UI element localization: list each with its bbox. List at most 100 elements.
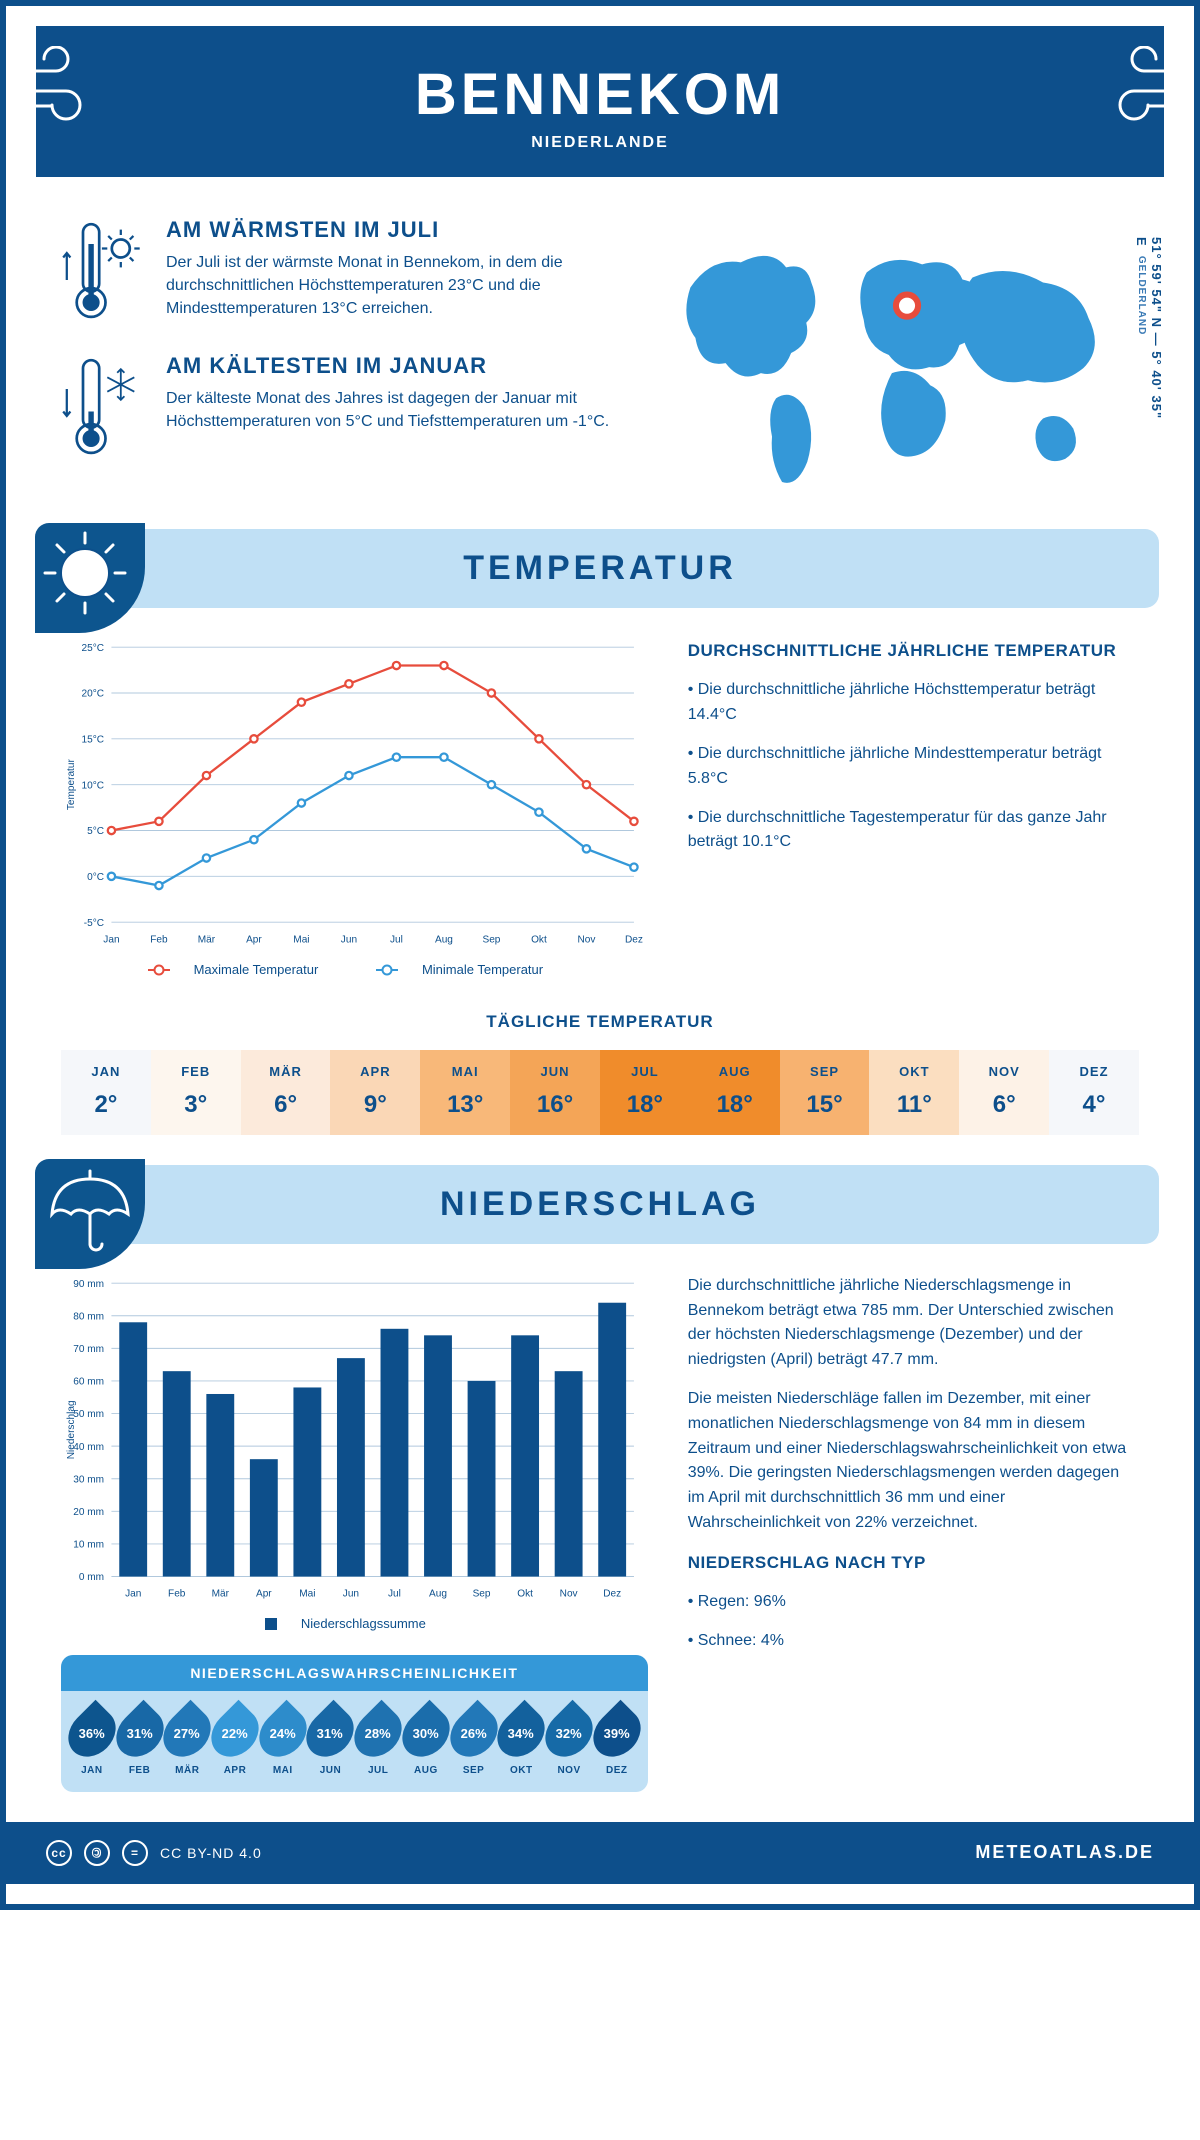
precip-drop: 22%APR	[212, 1707, 258, 1776]
svg-text:Temperatur: Temperatur	[66, 759, 77, 811]
by-icon: 🄯	[84, 1840, 110, 1866]
footer: cc 🄯 = CC BY-ND 4.0 METEOATLAS.DE	[6, 1822, 1194, 1884]
temp-cell: SEP15°	[780, 1050, 870, 1135]
svg-text:-5°C: -5°C	[84, 918, 104, 929]
page-subtitle: NIEDERLANDE	[56, 134, 1144, 152]
svg-text:Nov: Nov	[577, 934, 595, 945]
precip-drop: 27%MÄR	[164, 1707, 210, 1776]
svg-text:Jul: Jul	[390, 934, 403, 945]
svg-text:Apr: Apr	[256, 1588, 272, 1599]
precip-drop: 34%OKT	[498, 1707, 544, 1776]
svg-text:60 mm: 60 mm	[73, 1376, 104, 1387]
svg-text:80 mm: 80 mm	[73, 1311, 104, 1322]
svg-text:5°C: 5°C	[87, 826, 104, 837]
svg-text:Feb: Feb	[150, 934, 168, 945]
temp-stat-bullet: • Die durchschnittliche Tagestemperatur …	[688, 806, 1139, 856]
section-header-precip: NIEDERSCHLAG	[41, 1165, 1159, 1244]
svg-text:30 mm: 30 mm	[73, 1474, 104, 1485]
svg-text:Niederschlag: Niederschlag	[66, 1400, 77, 1459]
svg-text:Sep: Sep	[482, 934, 500, 945]
world-map	[640, 217, 1144, 499]
svg-text:Dez: Dez	[603, 1588, 621, 1599]
svg-text:Mär: Mär	[198, 934, 216, 945]
svg-text:Aug: Aug	[435, 934, 453, 945]
nd-icon: =	[122, 1840, 148, 1866]
svg-text:90 mm: 90 mm	[73, 1279, 104, 1290]
precipitation-bar-chart: 0 mm10 mm20 mm30 mm40 mm50 mm60 mm70 mm8…	[61, 1274, 648, 1604]
header-banner: BENNEKOM NIEDERLANDE	[36, 26, 1164, 177]
temp-cell: APR9°	[330, 1050, 420, 1135]
svg-text:Jun: Jun	[341, 934, 357, 945]
svg-text:Jan: Jan	[125, 1588, 141, 1599]
thermometer-cold-icon	[56, 353, 146, 461]
svg-text:Sep: Sep	[473, 1588, 491, 1599]
fact-cold-text: Der kälteste Monat des Jahres ist dagege…	[166, 387, 610, 433]
svg-text:20°C: 20°C	[82, 689, 105, 700]
svg-text:0°C: 0°C	[87, 872, 104, 883]
temp-cell: JAN2°	[61, 1050, 151, 1135]
precip-para-1: Die durchschnittliche jährliche Niedersc…	[688, 1274, 1139, 1373]
svg-text:Okt: Okt	[531, 934, 547, 945]
temperature-line-chart: -5°C0°C5°C10°C15°C20°C25°CJanFebMärAprMa…	[61, 638, 648, 950]
daily-temp-table: JAN2°FEB3°MÄR6°APR9°MAI13°JUN16°JUL18°AU…	[61, 1050, 1139, 1135]
svg-text:Nov: Nov	[560, 1588, 578, 1599]
temp-cell: NOV6°	[959, 1050, 1049, 1135]
temp-cell: OKT11°	[869, 1050, 959, 1135]
coordinates: 51° 59' 54" N — 5° 40' 35" E GELDERLAND	[1134, 237, 1164, 499]
svg-text:Mai: Mai	[293, 934, 309, 945]
wind-icon	[6, 46, 106, 126]
daily-temp-heading: TÄGLICHE TEMPERATUR	[41, 1012, 1159, 1032]
precip-drop: 39%DEZ	[594, 1707, 640, 1776]
precip-drop: 31%JUN	[308, 1707, 354, 1776]
svg-text:15°C: 15°C	[82, 735, 105, 746]
precip-drop: 28%JUL	[355, 1707, 401, 1776]
temp-legend: .legend .sw:nth-of-type(1)::after{border…	[61, 962, 648, 977]
svg-text:Aug: Aug	[429, 1588, 447, 1599]
fact-warmest: AM WÄRMSTEN IM JULI Der Juli ist der wär…	[56, 217, 610, 325]
svg-text:Jun: Jun	[343, 1588, 359, 1599]
svg-text:Dez: Dez	[625, 934, 643, 945]
wind-icon	[1094, 46, 1194, 126]
thermometer-hot-icon	[56, 217, 146, 325]
precip-para-2: Die meisten Niederschläge fallen im Deze…	[688, 1387, 1139, 1536]
temp-cell: JUL18°	[600, 1050, 690, 1135]
svg-text:10 mm: 10 mm	[73, 1539, 104, 1550]
temp-cell: MÄR6°	[241, 1050, 331, 1135]
precip-drop: 30%AUG	[403, 1707, 449, 1776]
precip-drop: 32%NOV	[546, 1707, 592, 1776]
svg-text:10°C: 10°C	[82, 780, 105, 791]
svg-text:25°C: 25°C	[82, 643, 105, 654]
temp-stat-bullet: • Die durchschnittliche jährliche Mindes…	[688, 742, 1139, 792]
svg-text:Mai: Mai	[299, 1588, 315, 1599]
svg-text:40 mm: 40 mm	[73, 1442, 104, 1453]
temp-stat-bullet: • Die durchschnittliche jährliche Höchst…	[688, 678, 1139, 728]
precip-probability-box: NIEDERSCHLAGSWAHRSCHEINLICHKEIT 36%JAN31…	[61, 1655, 648, 1792]
svg-text:Feb: Feb	[168, 1588, 186, 1599]
svg-text:Okt: Okt	[517, 1588, 533, 1599]
svg-text:0 mm: 0 mm	[79, 1572, 104, 1583]
temp-cell: AUG18°	[690, 1050, 780, 1135]
fact-cold-title: AM KÄLTESTEN IM JANUAR	[166, 353, 610, 379]
svg-text:50 mm: 50 mm	[73, 1409, 104, 1420]
precip-type-bullet: • Schnee: 4%	[688, 1629, 1139, 1654]
svg-text:Jul: Jul	[388, 1588, 401, 1599]
section-header-temperature: TEMPERATUR	[41, 529, 1159, 608]
temp-cell: FEB3°	[151, 1050, 241, 1135]
fact-warm-title: AM WÄRMSTEN IM JULI	[166, 217, 610, 243]
page-title: BENNEKOM	[56, 61, 1144, 128]
precip-drop: 31%FEB	[117, 1707, 163, 1776]
temp-cell: MAI13°	[420, 1050, 510, 1135]
svg-text:70 mm: 70 mm	[73, 1344, 104, 1355]
site-name: METEOATLAS.DE	[975, 1842, 1154, 1863]
svg-text:Jan: Jan	[103, 934, 119, 945]
fact-coldest: AM KÄLTESTEN IM JANUAR Der kälteste Mona…	[56, 353, 610, 461]
temp-cell: DEZ4°	[1049, 1050, 1139, 1135]
temp-cell: JUN16°	[510, 1050, 600, 1135]
svg-text:Mär: Mär	[212, 1588, 230, 1599]
fact-warm-text: Der Juli ist der wärmste Monat in Bennek…	[166, 251, 610, 321]
precip-type-heading: NIEDERSCHLAG NACH TYP	[688, 1550, 1139, 1576]
precip-drop: 36%JAN	[69, 1707, 115, 1776]
precip-drop: 24%MAI	[260, 1707, 306, 1776]
cc-icon: cc	[46, 1840, 72, 1866]
precip-drop: 26%SEP	[451, 1707, 497, 1776]
